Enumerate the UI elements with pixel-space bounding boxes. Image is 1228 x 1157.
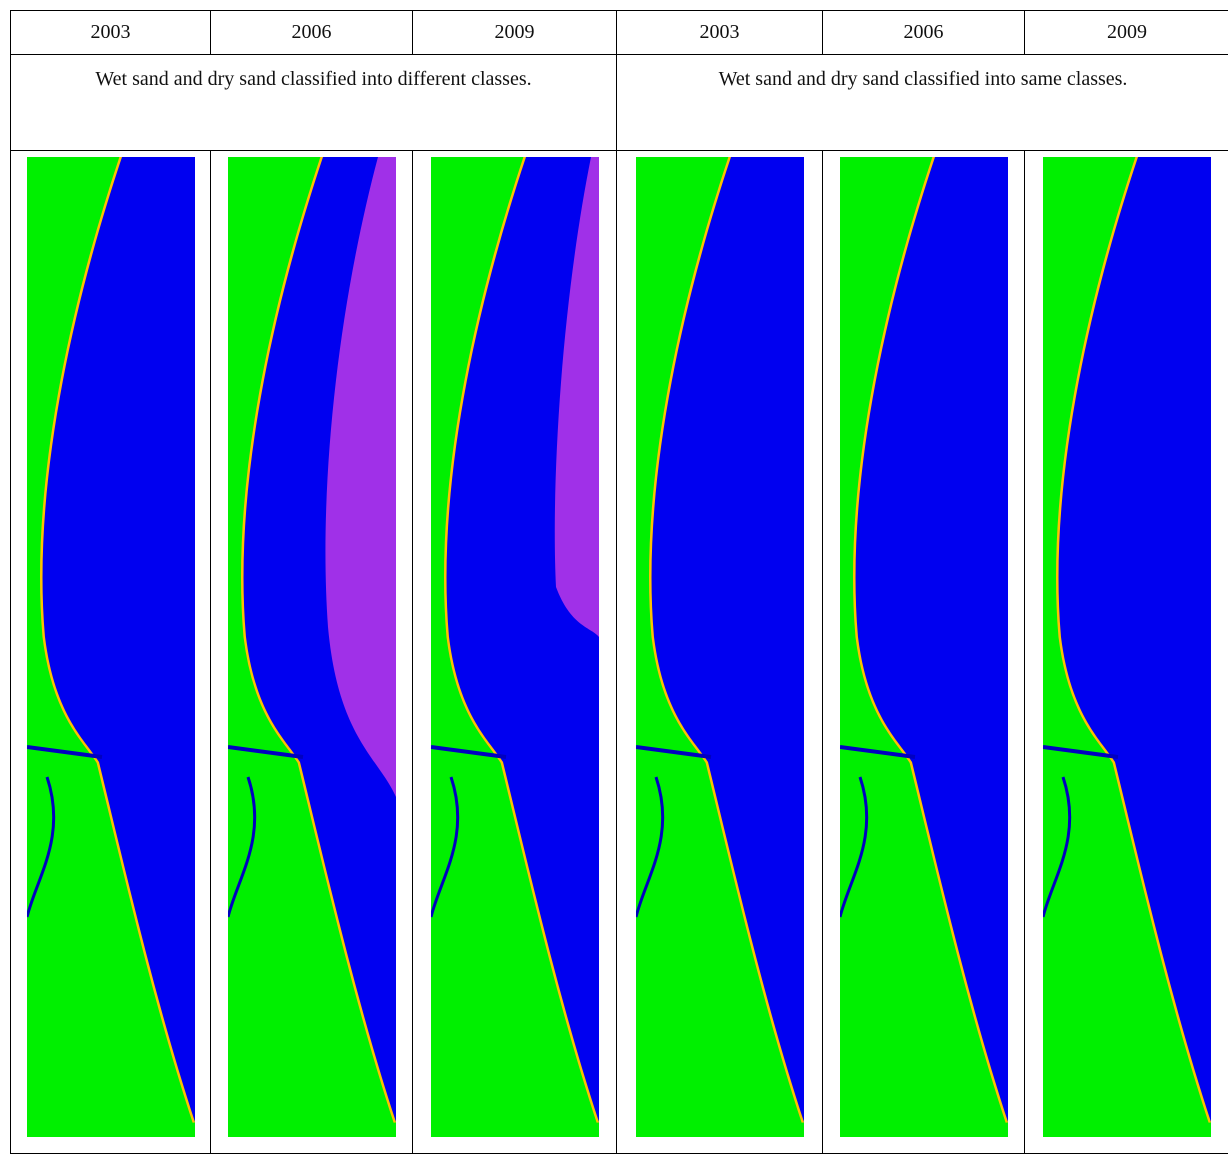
description-cell: Wet sand and dry sand classified into sa…: [617, 55, 1228, 151]
year-cell: 2009: [1025, 11, 1228, 55]
image-cell: [413, 151, 617, 1154]
year-cell: 2003: [11, 11, 211, 55]
image-row: [11, 151, 1228, 1154]
image-cell: [823, 151, 1025, 1154]
year-cell: 2009: [413, 11, 617, 55]
classification-map: [228, 157, 396, 1137]
image-cell: [11, 151, 211, 1154]
year-cell: 2003: [617, 11, 823, 55]
description-row: Wet sand and dry sand classified into di…: [11, 55, 1228, 151]
year-cell: 2006: [823, 11, 1025, 55]
page: {"table": {"years": ["2003", "2006", "20…: [0, 0, 1228, 1157]
classification-table: 2003 2006 2009 2003 2006 2009 Wet sand a…: [10, 10, 1228, 1154]
description-cell: Wet sand and dry sand classified into di…: [11, 55, 617, 151]
classification-map: [27, 157, 195, 1137]
image-cell: [211, 151, 413, 1154]
year-cell: 2006: [211, 11, 413, 55]
image-cell: [1025, 151, 1228, 1154]
image-cell: [617, 151, 823, 1154]
classification-map: [636, 157, 804, 1137]
year-row: 2003 2006 2009 2003 2006 2009: [11, 11, 1228, 55]
classification-map: [840, 157, 1008, 1137]
classification-map: [431, 157, 599, 1137]
classification-map: [1043, 157, 1211, 1137]
